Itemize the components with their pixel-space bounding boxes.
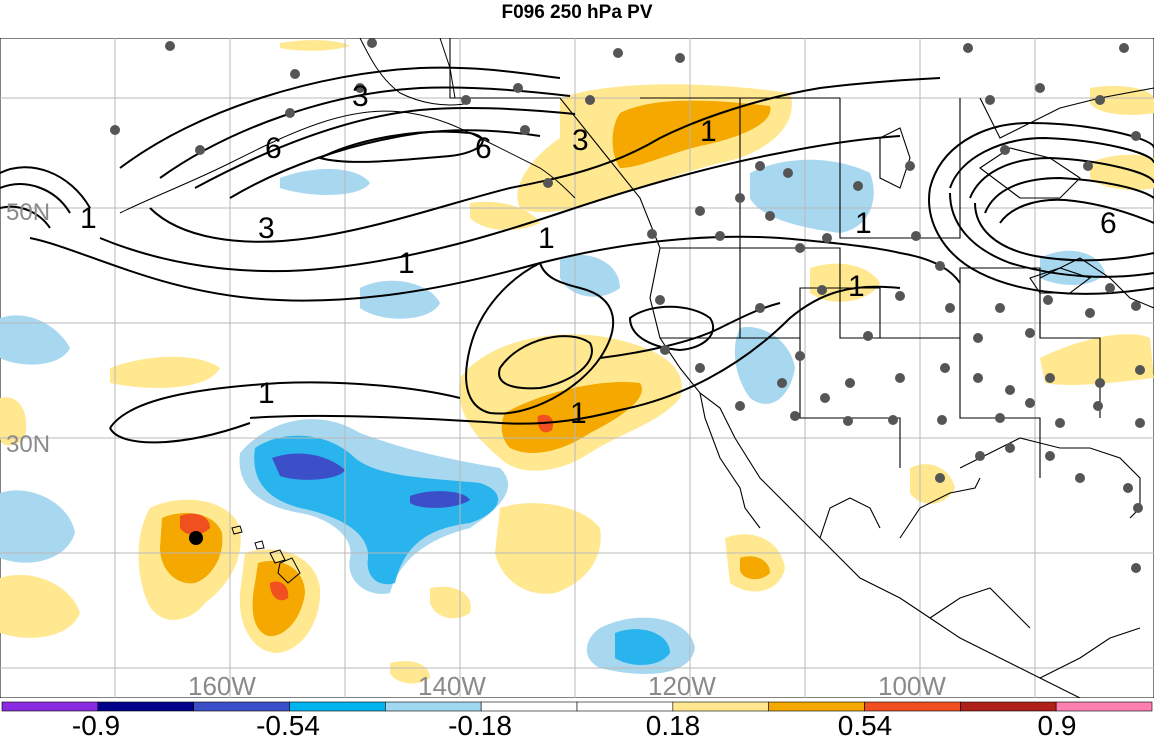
- contour-label: 6: [265, 132, 282, 165]
- alaska-coast: [119, 38, 576, 214]
- contour-label: 1: [258, 377, 275, 410]
- colorbar-tick-label: 0.9: [1038, 710, 1077, 739]
- selected-station-marker: [189, 531, 203, 545]
- coastlines: [449, 38, 1154, 698]
- contour-label: 3: [258, 212, 275, 245]
- contour-label: 1: [855, 207, 872, 240]
- pv-map: 3 6 6 3 1 1 1 3 6 1 1 1 1 1 50N 30N 160W…: [0, 38, 1154, 698]
- contour-label: 6: [475, 132, 492, 165]
- colorbar-tick-label: -0.18: [448, 710, 512, 739]
- lat-label-30n: 30N: [6, 431, 50, 458]
- lon-label-160w: 160W: [188, 671, 256, 698]
- colorbar-swatch: [1055, 701, 1153, 712]
- graticule: [0, 38, 1154, 698]
- lon-label-140w: 140W: [418, 671, 486, 698]
- contour-label: 3: [352, 80, 369, 113]
- lon-label-100w: 100W: [878, 671, 946, 698]
- colorbar: -0.9 -0.54 -0.18 0.18 0.54 0.9: [1, 701, 1153, 739]
- colorbar-tick-label: 0.54: [838, 710, 893, 739]
- contour-label: 1: [80, 202, 97, 235]
- contour-labels: 3 6 6 3 1 1 1 3 6 1 1 1 1 1: [80, 80, 1117, 430]
- anomaly-shading: [0, 40, 1154, 684]
- colorbar-tick-label: -0.9: [72, 710, 120, 739]
- pv-contours: [0, 66, 1154, 444]
- station-dots: [110, 38, 1145, 573]
- lat-label-50n: 50N: [6, 199, 50, 226]
- hawaii-islands: [231, 525, 301, 584]
- contour-label: 1: [570, 397, 587, 430]
- contour-label: 1: [848, 270, 865, 303]
- contour-label: 1: [538, 222, 555, 255]
- colorbar-ticks: -0.9 -0.54 -0.18 0.18 0.54 0.9: [72, 710, 1077, 739]
- colorbar-swatches: [1, 701, 1153, 712]
- contour-label: 1: [398, 247, 415, 280]
- colorbar-tick-label: 0.18: [646, 710, 701, 739]
- colorbar-tick-label: -0.54: [256, 710, 320, 739]
- lon-label-120w: 120W: [648, 671, 716, 698]
- contour-label: 3: [572, 124, 589, 157]
- contour-label: 6: [1100, 207, 1117, 240]
- map-title: F096 250 hPa PV: [501, 2, 653, 23]
- contour-label: 1: [700, 115, 717, 148]
